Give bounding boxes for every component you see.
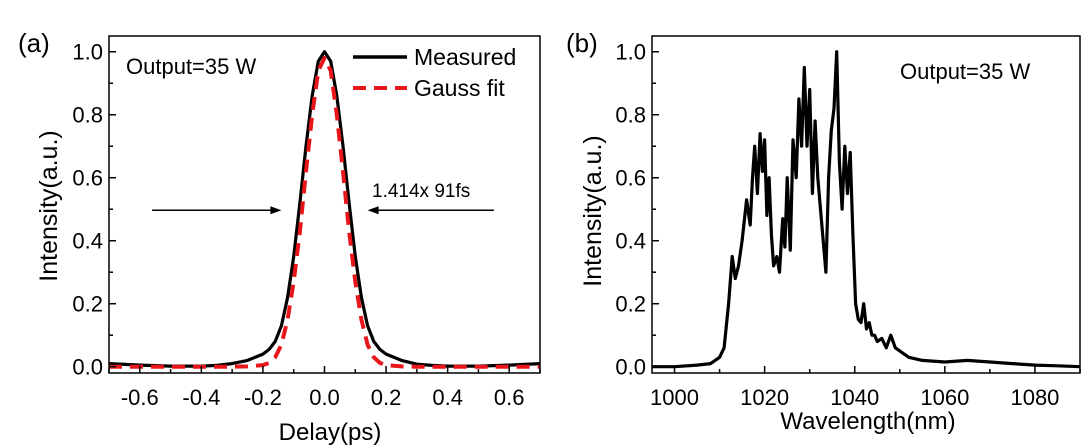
legend-label-measured: Measured — [414, 44, 516, 70]
series-line-measured — [108, 50, 541, 368]
x-tick-label: 1020 — [740, 385, 789, 410]
panel-b-xlabel: Wavelength(nm) — [780, 408, 955, 435]
x-tick-label: 0.0 — [309, 385, 340, 410]
series-line-gauss-fit — [109, 56, 540, 369]
panel-b-label: (b) — [566, 28, 598, 58]
x-tick-label: 1000 — [650, 385, 699, 410]
y-tick-label: 1.0 — [615, 40, 646, 65]
panel-a-axes-group: -0.6 -0.4 -0.2 0.0 0.2 0.4 0.6 0.0 0.2 0.4 0.6 0.8 1… — [72, 35, 541, 410]
x-tick-label: 1040 — [830, 385, 879, 410]
plot-frame — [651, 35, 1081, 374]
series-line-spectrum — [652, 50, 1081, 369]
x-tick-label: 0.6 — [494, 385, 525, 410]
panel-a-width-annotation: 1.414x 91fs — [372, 181, 470, 202]
width-arrow-right-head — [367, 206, 379, 215]
panel-a-xlabel: Delay(ps) — [279, 419, 382, 445]
x-tick-label: 1060 — [920, 385, 969, 410]
panel-b-plot-group — [652, 50, 1081, 369]
y-tick-label: 0.6 — [72, 166, 103, 191]
y-tick-label: 0.2 — [615, 292, 646, 317]
panel-a-legend: Measured Gauss fit — [353, 44, 516, 101]
panel-b: (b) 1000 1020 1040 1060 10800.00.20.40.60.81… — [566, 28, 1081, 435]
x-tick-label: 0.4 — [432, 385, 463, 410]
y-tick-label: 0.0 — [72, 355, 103, 380]
panel-b-annotation: Output=35 W — [900, 59, 1030, 84]
legend-label-gauss-fit: Gauss fit — [414, 75, 505, 101]
x-tick-label: 0.2 — [371, 385, 402, 410]
width-arrow-left-head — [270, 206, 282, 215]
y-tick-label: 1.0 — [72, 40, 103, 65]
panel-a: (a) -0.6 -0.4 -0.2 0.0 0.2 0.4 0.6 0.0 0.2 0.4 0.6… — [18, 28, 541, 445]
panel-b-ylabel: Intensity(a.u.) — [579, 135, 607, 286]
panel-a-ylabel: Intensity(a.u.) — [35, 130, 63, 281]
x-tick-label: 1080 — [1010, 385, 1059, 410]
y-tick-label: 0.0 — [615, 355, 646, 380]
x-tick-label: -0.6 — [121, 385, 159, 410]
panel-a-annotation: Output=35 W — [126, 54, 256, 79]
y-tick-label: 0.6 — [615, 166, 646, 191]
y-tick-label: 0.4 — [615, 229, 646, 254]
y-tick-label: 0.8 — [615, 103, 646, 128]
y-tick-label: 0.4 — [72, 229, 103, 254]
x-tick-label: -0.4 — [182, 385, 220, 410]
panel-a-plot-group — [108, 50, 541, 369]
panel-b-axes-group: 1000 1020 1040 1060 1080 0.0 0.2 0.4 0.6 0.8 1.0 — [615, 35, 1081, 410]
x-tick-label: -0.2 — [244, 385, 282, 410]
y-tick-label: 0.2 — [72, 292, 103, 317]
y-tick-label: 0.8 — [72, 103, 103, 128]
panel-a-label: (a) — [18, 28, 50, 58]
